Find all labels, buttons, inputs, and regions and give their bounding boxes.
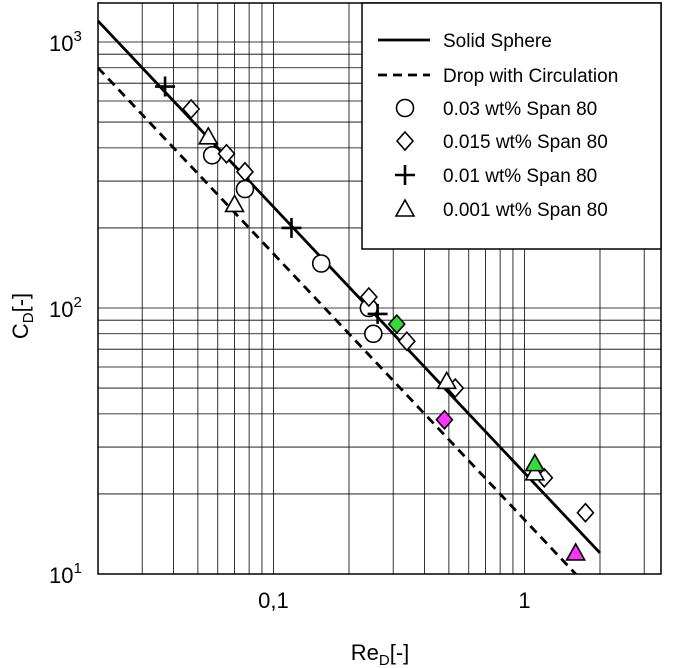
plus-data-point: [367, 303, 388, 324]
legend-label: 0.01 wt% Span 80: [443, 166, 597, 187]
diamond-data-point: [576, 502, 595, 523]
circle-data-point: [364, 324, 383, 344]
circle-data-point: [235, 179, 255, 199]
x-axis-title-main: Re: [351, 640, 379, 665]
y-tick-label: 103: [49, 28, 82, 56]
y-tick-exponent: 2: [73, 294, 81, 311]
legend-label: 0.015 wt% Span 80: [443, 132, 608, 153]
y-axis-title-sub: D: [20, 312, 37, 323]
drop-with-circulation-line: [96, 66, 577, 575]
legend-label: Solid Sphere: [443, 31, 552, 52]
x-tick-label: 1: [518, 588, 530, 613]
legend-label: 0.03 wt% Span 80: [443, 99, 597, 120]
legend-label: Drop with Circulation: [443, 66, 618, 87]
y-tick-exponent: 3: [73, 28, 81, 45]
legend-triangle-sample: [394, 198, 416, 217]
y-tick-label: 102: [49, 294, 82, 322]
x-axis-title: ReD[-]: [351, 640, 410, 668]
circle-data-point: [311, 254, 331, 273]
triangle-data-point: [436, 370, 458, 390]
y-tick-base: 10: [49, 31, 73, 56]
data-markers: [155, 76, 595, 561]
y-axis-title-unit: [-]: [8, 293, 33, 313]
legend-circle-sample: [395, 98, 415, 118]
y-tick-label: 101: [49, 560, 82, 588]
y-axis-title: CD[-]: [8, 293, 37, 339]
legend-label: 0.001 wt% Span 80: [443, 200, 608, 221]
y-tick-base: 10: [49, 297, 73, 322]
triangle-data-point: [224, 193, 245, 213]
x-axis-title-sub: D: [379, 652, 390, 668]
x-tick-label: 0,1: [258, 588, 289, 613]
solid-sphere-line: [96, 19, 602, 554]
legend-plus-sample: [395, 165, 415, 185]
diamond-data-point: [235, 161, 255, 183]
y-axis-title-main: C: [8, 323, 33, 339]
x-axis-title-unit: [-]: [390, 640, 410, 665]
circle-data-point: [202, 146, 222, 165]
highlighted-triangle-point: [524, 452, 546, 472]
triangle-data-point: [524, 462, 546, 481]
legend-diamond-sample: [395, 130, 415, 152]
diamond-data-point: [359, 286, 378, 308]
diamond-data-point: [182, 98, 201, 120]
highlighted-diamond-point: [387, 313, 406, 335]
highlighted-triangle-point: [565, 542, 587, 561]
diamond-data-point: [397, 331, 416, 352]
plus-data-point: [155, 76, 176, 97]
highlighted-diamond-point: [435, 409, 454, 430]
plus-data-point: [281, 217, 302, 238]
y-tick-base: 10: [49, 563, 73, 588]
x-tick-labels: 0,1 1: [258, 588, 530, 613]
legend-box: [361, 2, 662, 250]
fit-lines: [96, 19, 602, 575]
y-tick-exponent: 1: [73, 560, 81, 577]
legend: Solid Sphere Drop with Circulation 0.03 wt…: [361, 2, 662, 250]
diamond-data-point: [217, 143, 236, 164]
triangle-data-point: [197, 126, 219, 145]
